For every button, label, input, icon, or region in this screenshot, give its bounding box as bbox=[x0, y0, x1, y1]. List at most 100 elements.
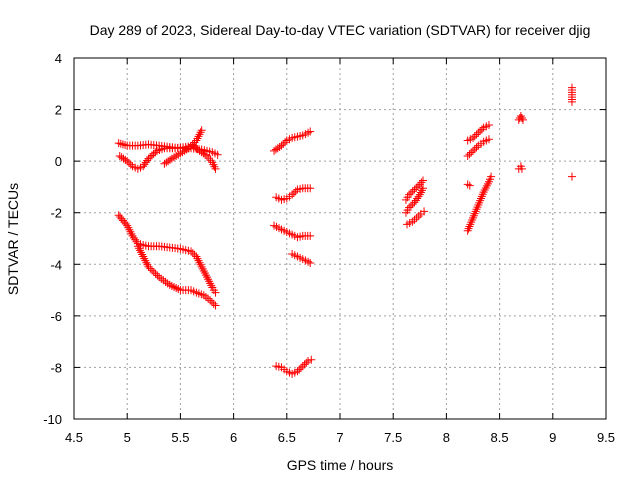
data-point bbox=[473, 203, 482, 212]
data-point bbox=[465, 181, 474, 190]
data-point bbox=[213, 150, 222, 159]
data-point bbox=[195, 130, 204, 139]
data-point bbox=[211, 301, 220, 310]
data-point bbox=[193, 134, 202, 143]
data-point bbox=[406, 201, 415, 210]
data-series-sat-g bbox=[272, 184, 315, 204]
data-point bbox=[196, 128, 205, 137]
data-point bbox=[417, 178, 426, 187]
data-point bbox=[159, 276, 168, 285]
data-point bbox=[471, 207, 480, 216]
x-tick-label: 9 bbox=[549, 430, 556, 445]
data-point bbox=[417, 186, 426, 195]
data-point bbox=[516, 112, 525, 121]
data-point bbox=[470, 145, 479, 154]
x-tick-label: 5 bbox=[124, 430, 131, 445]
data-point bbox=[476, 194, 485, 203]
data-series-sat-k bbox=[401, 176, 427, 204]
data-point bbox=[188, 249, 197, 258]
data-point bbox=[279, 139, 288, 148]
y-tick-label: -8 bbox=[50, 360, 62, 375]
data-point bbox=[116, 139, 125, 148]
data-point bbox=[199, 266, 208, 275]
data-point bbox=[149, 268, 158, 277]
data-point bbox=[211, 288, 220, 297]
data-point bbox=[464, 224, 473, 233]
x-tick-label: 6.5 bbox=[278, 430, 296, 445]
data-series-sat-p bbox=[463, 180, 474, 190]
data-point bbox=[517, 113, 526, 122]
data-point bbox=[467, 218, 476, 227]
data-point bbox=[477, 192, 486, 201]
x-tick-label: 6 bbox=[230, 430, 237, 445]
data-point bbox=[180, 146, 189, 155]
data-series-sat-e bbox=[133, 242, 220, 310]
chart-title: Day 289 of 2023, Sidereal Day-to-day VTE… bbox=[90, 22, 591, 38]
data-series-sat-c bbox=[160, 126, 206, 168]
data-point bbox=[126, 160, 135, 169]
y-tick-label: 4 bbox=[55, 51, 62, 66]
y-tick-label: -2 bbox=[50, 206, 62, 221]
data-point bbox=[138, 250, 147, 259]
data-point bbox=[208, 158, 217, 167]
x-tick-label: 4.5 bbox=[65, 430, 83, 445]
data-point bbox=[479, 188, 488, 197]
data-point bbox=[172, 284, 181, 293]
data-point bbox=[146, 264, 155, 273]
data-point bbox=[415, 190, 424, 199]
data-point bbox=[306, 184, 315, 193]
data-point bbox=[484, 121, 493, 130]
data-point bbox=[125, 225, 134, 234]
data-point bbox=[211, 164, 220, 173]
data-point bbox=[148, 266, 157, 275]
x-tick-label: 8 bbox=[443, 430, 450, 445]
data-series-sat-d bbox=[114, 211, 220, 297]
data-point bbox=[144, 262, 153, 271]
data-point bbox=[302, 358, 311, 367]
data-point bbox=[483, 179, 492, 188]
data-point bbox=[134, 244, 143, 253]
data-point bbox=[476, 196, 485, 205]
data-point bbox=[463, 180, 472, 189]
data-point bbox=[408, 217, 417, 226]
data-point bbox=[203, 151, 211, 160]
data-point bbox=[170, 282, 179, 291]
data-point bbox=[200, 269, 209, 278]
data-point bbox=[182, 145, 191, 154]
data-point bbox=[157, 274, 166, 283]
data-point bbox=[170, 153, 179, 162]
data-point bbox=[209, 160, 218, 169]
data-series-sat-s bbox=[514, 162, 526, 173]
data-point bbox=[469, 213, 477, 222]
data-point bbox=[415, 180, 424, 189]
data-point bbox=[306, 258, 315, 267]
data-point bbox=[472, 130, 481, 139]
data-point bbox=[124, 223, 133, 232]
data-point bbox=[140, 254, 149, 263]
data-point bbox=[472, 205, 481, 214]
data-point bbox=[193, 254, 202, 263]
data-point bbox=[412, 213, 421, 222]
data-point bbox=[201, 271, 210, 280]
data-point bbox=[288, 190, 297, 199]
data-series-sat-t bbox=[567, 83, 576, 181]
data-point bbox=[470, 209, 479, 218]
y-tick-label: -6 bbox=[50, 309, 62, 324]
data-point bbox=[209, 299, 218, 308]
data-point bbox=[163, 279, 172, 288]
data-point bbox=[414, 211, 423, 220]
grid-lines bbox=[74, 58, 606, 419]
data-point bbox=[420, 207, 429, 216]
data-series-sat-i bbox=[288, 249, 315, 267]
data-point bbox=[410, 215, 419, 224]
data-point bbox=[412, 183, 421, 192]
x-tick-label: 7.5 bbox=[384, 430, 402, 445]
data-point bbox=[298, 362, 307, 371]
data-point bbox=[187, 247, 196, 256]
data-point bbox=[277, 141, 286, 150]
data-point bbox=[481, 183, 490, 192]
data-point bbox=[188, 140, 197, 149]
data-series-sat-m bbox=[403, 207, 429, 229]
data-point bbox=[476, 127, 485, 136]
